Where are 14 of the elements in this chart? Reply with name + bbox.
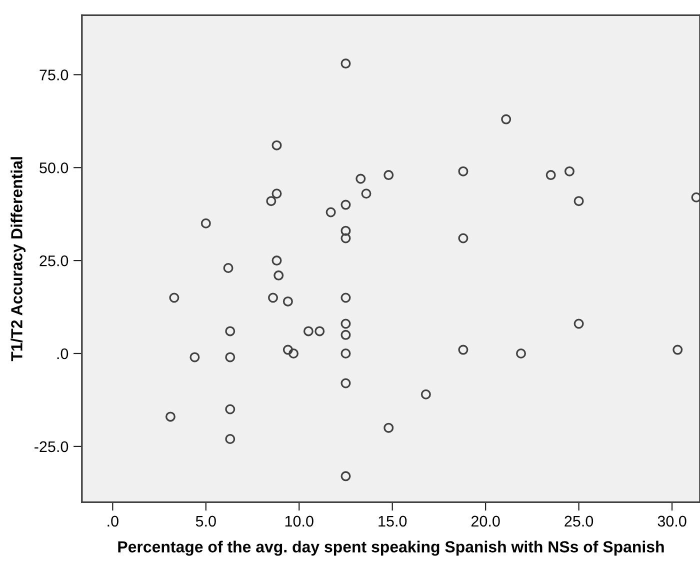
x-tick-label: 30.0 [658, 516, 686, 527]
y-tick-label: 50.0 [40, 162, 68, 174]
x-tick-label: .0 [108, 516, 118, 527]
x-tick-label: 25.0 [564, 516, 594, 527]
y-axis-title: T1/T2 Accuracy Differential [10, 157, 26, 362]
x-axis-title: Percentage of the avg. day spent speaking Spanish with NSs of Spanish [118, 540, 664, 556]
x-tick-label: 15.0 [378, 516, 407, 527]
x-tick-label: 5.0 [196, 516, 216, 527]
y-tick-label: 25.0 [40, 255, 68, 266]
y-tick-label: .0 [57, 348, 68, 360]
x-tick-label: 10.0 [285, 516, 314, 527]
y-tick-label: -25.0 [34, 441, 68, 452]
x-tick-label: 20.0 [471, 516, 500, 527]
y-tick-label: 75.0 [40, 70, 68, 80]
